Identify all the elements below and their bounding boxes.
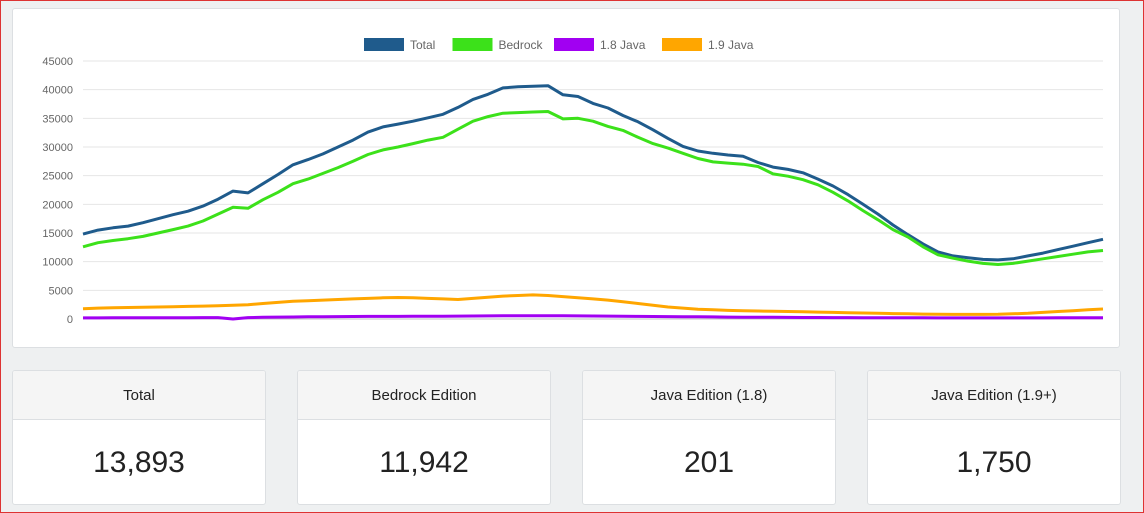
grid-layer: [83, 60, 1103, 320]
y-tick-label: 10000: [42, 257, 73, 269]
y-tick-label: 35000: [42, 113, 73, 125]
y-tick-label: 20000: [42, 199, 73, 211]
stat-label: Bedrock Edition: [298, 371, 550, 420]
series-line-bedrock: [82, 110, 1104, 266]
legend-swatch: [364, 38, 404, 51]
stat-card-bedrock: Bedrock Edition 11,942: [297, 370, 551, 505]
stat-value: 11,942: [379, 446, 469, 479]
legend-swatch: [554, 38, 594, 51]
series-layer: [82, 84, 1104, 321]
stat-value: 13,893: [93, 446, 185, 479]
series-line-total: [82, 84, 1104, 262]
legend-item-1-9-java[interactable]: 1.9 Java: [662, 38, 754, 52]
stat-label: Java Edition (1.9+): [868, 371, 1120, 420]
y-tick-label: 25000: [42, 171, 73, 183]
legend-swatch: [452, 38, 493, 51]
legend-label: Total: [410, 38, 435, 52]
y-axis: 0 5000 10000 15000 20000 25000 30000 35000 40000…: [42, 56, 73, 326]
stat-card-java-19: Java Edition (1.9+) 1,750: [867, 370, 1121, 505]
y-tick-label: 45000: [42, 56, 73, 68]
legend-item-bedrock[interactable]: Bedrock: [452, 38, 544, 52]
legend: Total Bedrock 1.8 Java 1.9 Java: [364, 38, 754, 52]
y-tick-label: 30000: [42, 142, 73, 154]
player-count-chart-card: 0 5000 10000 15000 20000 25000 30000 35000 40000…: [12, 8, 1120, 348]
y-tick-label: 15000: [42, 228, 73, 240]
stat-value: 201: [683, 446, 735, 479]
legend-item-total[interactable]: Total: [364, 38, 435, 52]
y-tick-label: 40000: [42, 85, 73, 97]
stat-card-total: Total 13,893: [12, 370, 266, 505]
legend-item-1-8-java[interactable]: 1.8 Java: [554, 38, 646, 52]
y-tick-label: 5000: [49, 285, 73, 297]
legend-label: 1.8 Java: [600, 38, 646, 52]
stat-value: 1,750: [956, 446, 1032, 479]
stat-card-java-18: Java Edition (1.8) 201: [582, 370, 836, 505]
y-tick-label: 0: [67, 314, 73, 326]
legend-label: Bedrock: [499, 38, 544, 52]
legend-swatch: [662, 38, 702, 51]
stat-label: Total: [13, 371, 265, 420]
series-line-1-9-java: [82, 293, 1104, 316]
legend-label: 1.9 Java: [708, 38, 754, 52]
player-count-chart: 0 5000 10000 15000 20000 25000 30000 35000 40000…: [42, 38, 1104, 326]
series-line-1-8-java: [83, 314, 1103, 321]
stat-label: Java Edition (1.8): [583, 371, 835, 420]
